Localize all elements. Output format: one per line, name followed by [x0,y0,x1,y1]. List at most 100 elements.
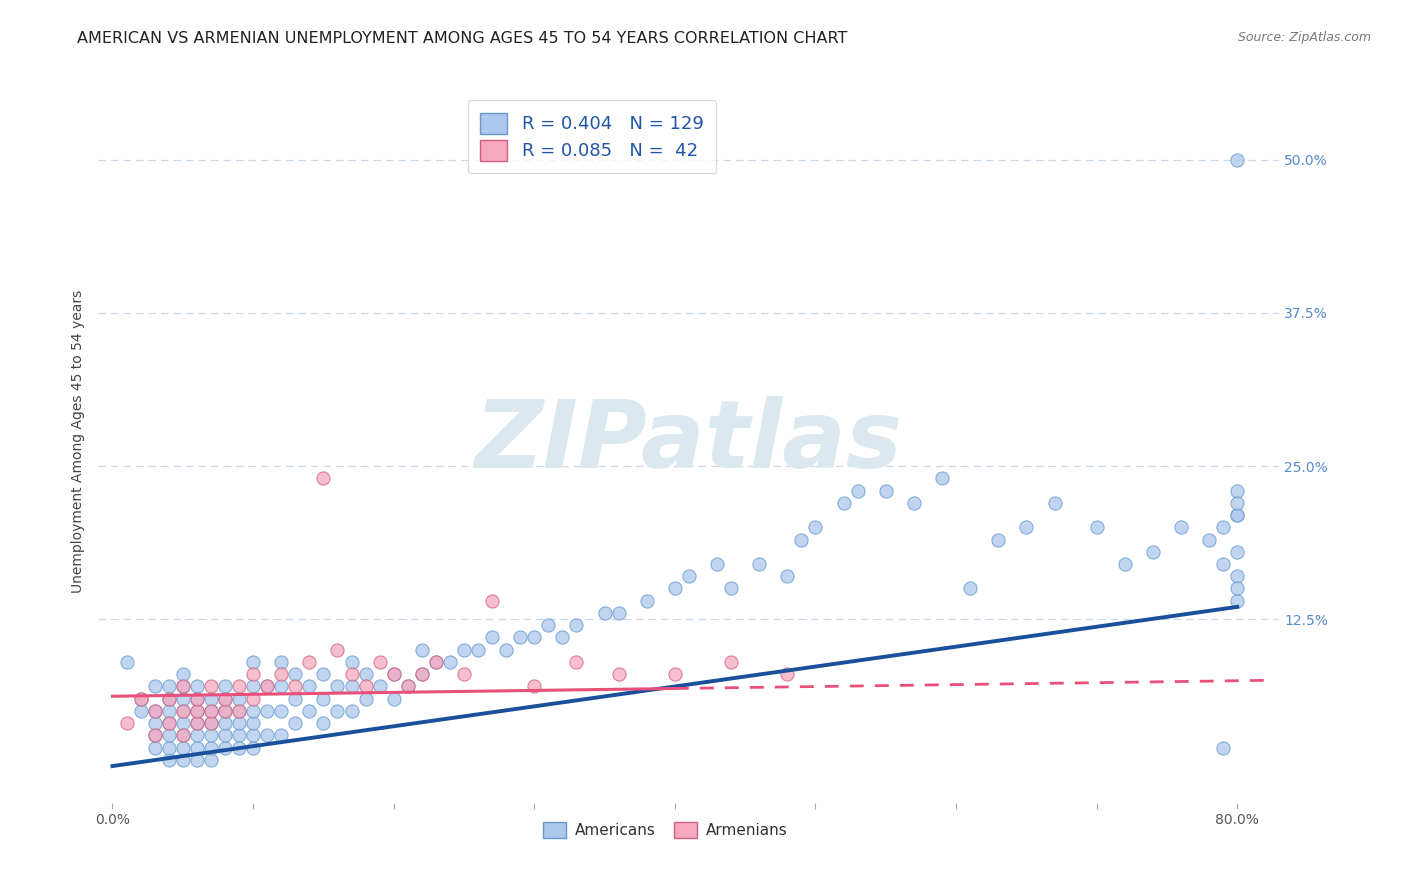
Point [354,680,377,694]
Point [1212,740,1234,755]
Point [903,496,925,510]
Point [298,680,321,694]
Point [509,631,531,645]
Point [495,642,517,657]
Point [200,691,222,706]
Point [172,740,194,755]
Point [748,557,770,571]
Point [214,691,236,706]
Point [1015,520,1038,534]
Point [143,728,166,742]
Point [340,680,363,694]
Point [270,728,292,742]
Point [720,582,742,596]
Point [551,631,574,645]
Point [186,716,208,731]
Point [270,680,292,694]
Point [340,704,363,718]
Point [143,704,166,718]
Point [200,680,222,694]
Point [186,704,208,718]
Point [284,667,307,681]
Point [228,740,250,755]
Point [1142,545,1164,559]
Point [200,740,222,755]
Point [143,704,166,718]
Point [678,569,700,583]
Point [354,667,377,681]
Point [242,704,264,718]
Point [242,716,264,731]
Point [200,716,222,731]
Point [396,680,419,694]
Point [1226,593,1249,607]
Point [172,704,194,718]
Point [340,667,363,681]
Point [157,691,180,706]
Point [143,740,166,755]
Point [1212,557,1234,571]
Point [481,631,503,645]
Point [1226,545,1249,559]
Point [214,704,236,718]
Point [1226,508,1249,522]
Point [706,557,728,571]
Point [157,753,180,767]
Point [931,471,953,485]
Point [411,642,433,657]
Point [214,704,236,718]
Point [1212,520,1234,534]
Point [1043,496,1066,510]
Point [453,642,475,657]
Point [157,740,180,755]
Point [565,618,588,632]
Point [115,716,138,731]
Point [242,680,264,694]
Point [312,667,335,681]
Point [1114,557,1136,571]
Point [537,618,560,632]
Point [129,691,152,706]
Point [425,655,447,669]
Point [157,704,180,718]
Point [157,691,180,706]
Point [270,667,292,681]
Point [200,728,222,742]
Point [368,680,391,694]
Point [186,704,208,718]
Point [453,667,475,681]
Point [593,606,616,620]
Point [228,704,250,718]
Point [396,680,419,694]
Point [186,691,208,706]
Point [200,704,222,718]
Point [242,667,264,681]
Point [270,655,292,669]
Point [467,642,489,657]
Text: ZIPatlas: ZIPatlas [475,395,903,488]
Point [284,716,307,731]
Point [298,704,321,718]
Point [312,716,335,731]
Point [228,704,250,718]
Point [186,740,208,755]
Point [242,740,264,755]
Point [284,691,307,706]
Point [228,680,250,694]
Point [312,691,335,706]
Point [326,680,349,694]
Point [186,753,208,767]
Point [143,716,166,731]
Text: AMERICAN VS ARMENIAN UNEMPLOYMENT AMONG AGES 45 TO 54 YEARS CORRELATION CHART: AMERICAN VS ARMENIAN UNEMPLOYMENT AMONG … [77,31,848,46]
Point [172,728,194,742]
Point [382,667,405,681]
Point [228,728,250,742]
Point [875,483,897,498]
Point [776,667,799,681]
Point [186,716,208,731]
Point [157,680,180,694]
Point [200,704,222,718]
Point [256,680,278,694]
Point [776,569,799,583]
Point [256,728,278,742]
